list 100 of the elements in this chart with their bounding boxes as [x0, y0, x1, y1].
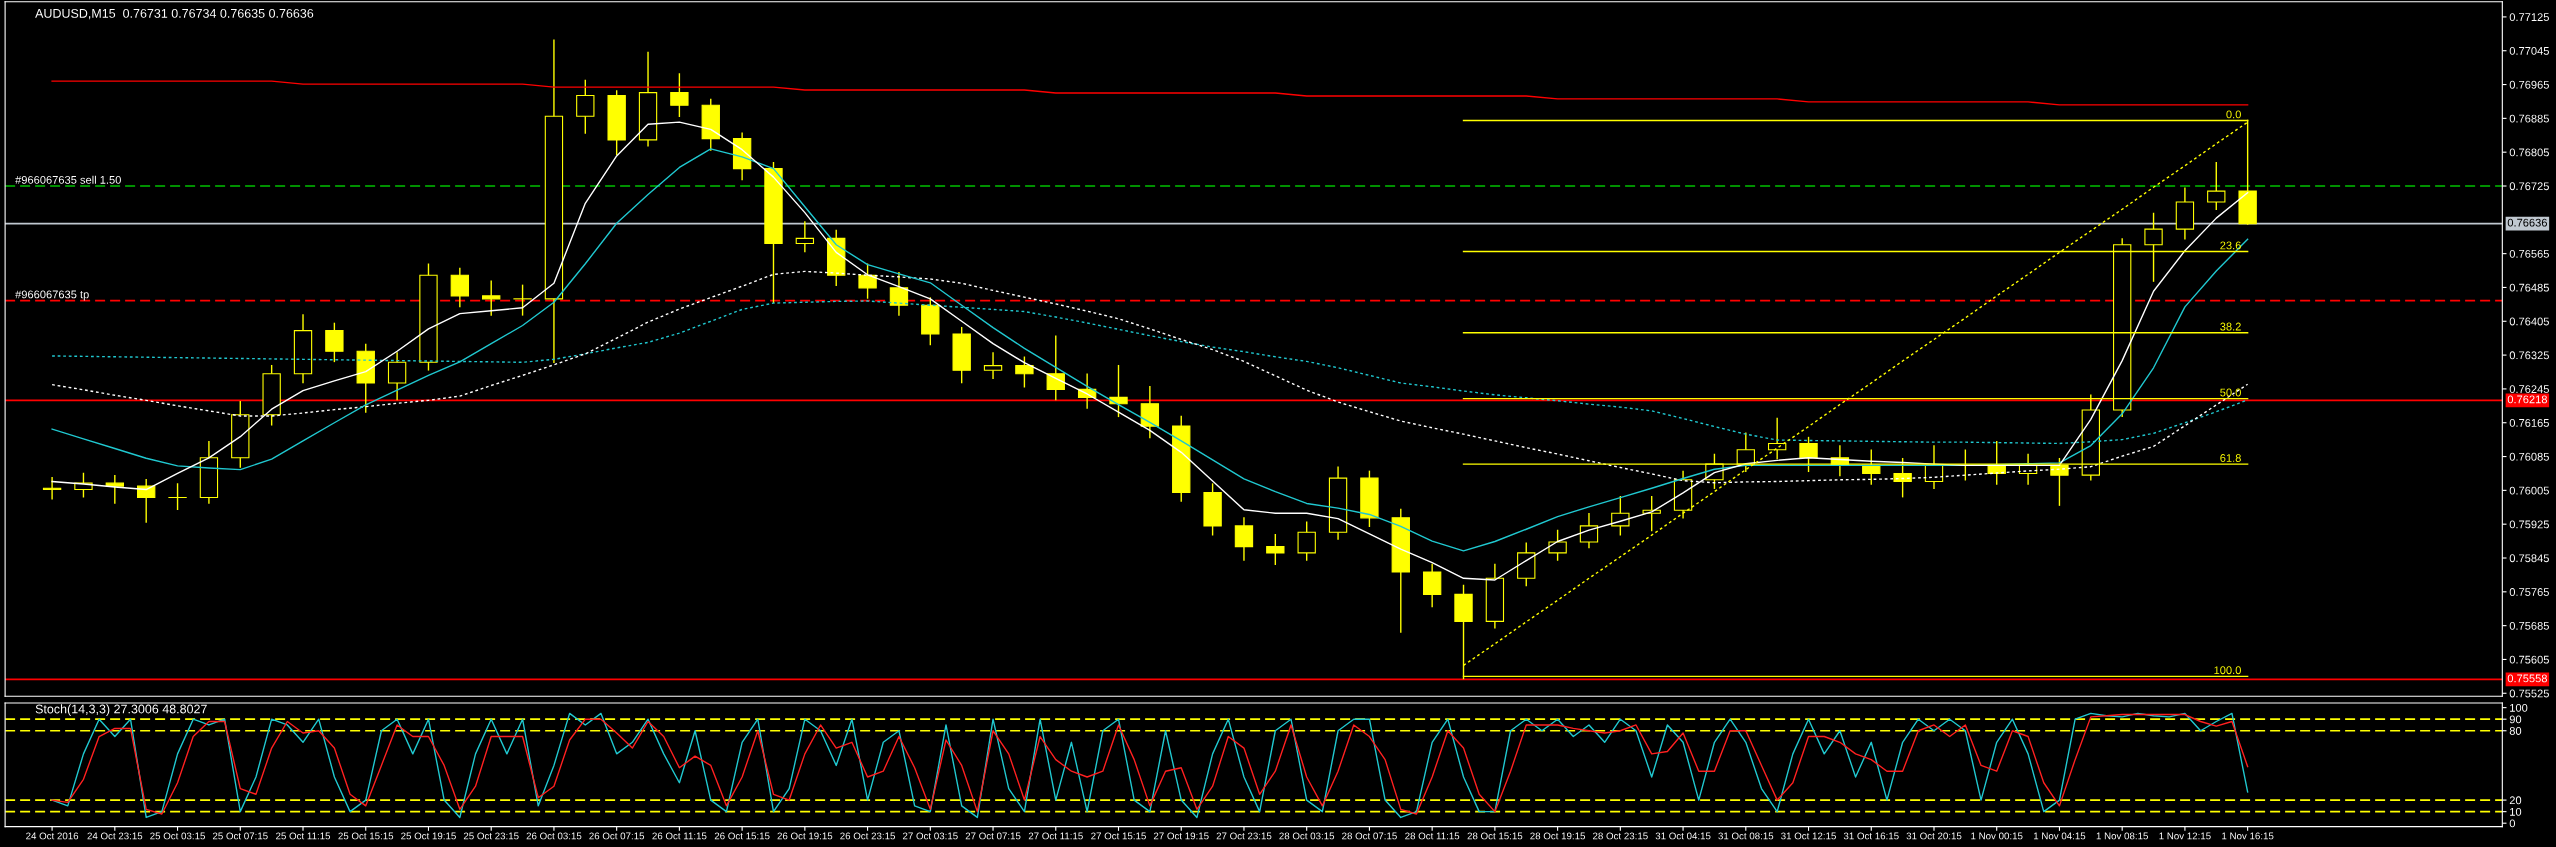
x-tick-label: 28 Oct 19:15	[1530, 832, 1586, 840]
y-tick-label: 0.76485	[2509, 283, 2549, 292]
x-tick-label: 27 Oct 11:15	[1028, 832, 1083, 840]
candlestick	[325, 322, 344, 363]
y-tick-label: 0	[2509, 819, 2516, 828]
candlestick	[858, 263, 877, 299]
x-tick-label: 1 Nov 00:15	[1971, 832, 2023, 840]
x-tick-label: 27 Oct 07:15	[965, 832, 1021, 840]
x-tick-label: 31 Oct 20:15	[1906, 832, 1962, 840]
x-tick-label: 26 Oct 15:15	[714, 832, 770, 840]
x-tick-label: 25 Oct 07:15	[212, 832, 268, 840]
x-tick-label: 1 Nov 04:15	[2033, 832, 2086, 840]
chart-title: Stoch(14,3,3) 27.3006 48.8027	[35, 704, 207, 716]
ref-line-label: #966067635 sell 1.50	[15, 175, 121, 184]
candlestick	[795, 221, 815, 253]
x-tick-label: 25 Oct 23:15	[463, 832, 519, 840]
candlestick	[1015, 356, 1034, 388]
candlestick	[168, 483, 187, 511]
candlestick	[983, 352, 1003, 380]
x-tick-label: 27 Oct 03:15	[902, 832, 958, 840]
series-label: 23.6	[2220, 241, 2241, 250]
ref-line-label: 0.76636	[2507, 218, 2547, 227]
y-tick-label: 0.76965	[2509, 80, 2549, 89]
y-tick-label: 100	[2510, 703, 2528, 712]
x-tick-label: 1 Nov 16:15	[2222, 832, 2274, 840]
ref-line-label: 0.76218	[2507, 395, 2547, 404]
candlestick	[889, 271, 909, 316]
y-tick-label: 90	[2509, 715, 2522, 724]
chart-title: AUDUSD,M15 0.76731 0.76734 0.76635 0.76636	[35, 8, 314, 20]
y-tick-label: 0.75685	[2509, 621, 2549, 630]
series-label: 100.0	[2214, 666, 2241, 675]
x-tick-label: 28 Oct 03:15	[1279, 832, 1335, 840]
y-tick-label: 0.76245	[2509, 385, 2549, 394]
x-tick-label: 28 Oct 11:15	[1405, 832, 1460, 840]
x-tick-label: 28 Oct 07:15	[1342, 832, 1397, 840]
y-tick-label: 0.76725	[2509, 182, 2549, 191]
ref-line-label: #966067635 tp	[15, 290, 89, 301]
x-tick-label: 25 Oct 19:15	[401, 832, 456, 840]
x-tick-label: 26 Oct 19:15	[777, 832, 833, 840]
x-tick-label: 24 Oct 2016	[26, 832, 79, 840]
candlestick	[576, 79, 595, 134]
y-tick-label: 0.76405	[2509, 317, 2549, 326]
y-tick-label: 0.76325	[2509, 351, 2549, 360]
candlestick	[1422, 563, 1442, 608]
candlestick	[1297, 521, 1316, 561]
candlestick	[670, 73, 689, 117]
candlestick	[482, 280, 501, 316]
candlestick	[1579, 512, 1599, 549]
x-tick-label: 1 Nov 12:15	[2159, 832, 2211, 840]
y-tick-label: 10	[2510, 807, 2522, 816]
ref-line-label: 0.75558	[2507, 674, 2547, 683]
x-tick-label: 26 Oct 11:15	[652, 832, 707, 840]
line-series	[51, 80, 2249, 106]
series-label: 61.8	[2220, 454, 2241, 462]
y-tick-label: 0.76165	[2509, 419, 2549, 427]
x-tick-label: 26 Oct 03:15	[526, 832, 582, 840]
y-tick-label: 0.75525	[2509, 689, 2549, 698]
x-tick-label: 27 Oct 15:15	[1091, 832, 1146, 840]
y-tick-label: 0.75765	[2509, 588, 2549, 596]
y-tick-label: 0.77045	[2509, 47, 2549, 55]
x-tick-label: 25 Oct 03:15	[150, 832, 205, 840]
y-tick-label: 0.75605	[2509, 655, 2549, 664]
y-tick-label: 0.76565	[2509, 249, 2549, 258]
x-tick-label: 26 Oct 07:15	[589, 832, 645, 840]
series-label: 0.0	[2226, 110, 2241, 119]
candlestick	[1234, 517, 1254, 561]
x-tick-label: 1 Nov 08:15	[2096, 832, 2148, 840]
candlestick	[137, 479, 156, 523]
x-tick-label: 28 Oct 15:15	[1467, 832, 1523, 840]
candlestick	[2207, 162, 2226, 210]
x-tick-label: 26 Oct 23:15	[840, 832, 896, 840]
x-tick-label: 31 Oct 08:15	[1718, 832, 1774, 840]
y-tick-label: 80	[2509, 727, 2522, 735]
x-tick-label: 25 Oct 11:15	[276, 832, 331, 840]
x-tick-label: 27 Oct 19:15	[1153, 832, 1209, 840]
y-tick-label: 20	[2509, 796, 2522, 805]
y-tick-label: 0.76005	[2509, 486, 2549, 495]
y-tick-label: 0.76805	[2509, 148, 2549, 157]
y-tick-label: 0.75845	[2509, 554, 2549, 563]
x-tick-label: 25 Oct 15:15	[338, 832, 394, 840]
x-tick-label: 28 Oct 23:15	[1593, 832, 1648, 840]
x-tick-label: 31 Oct 16:15	[1843, 832, 1899, 840]
candlestick	[387, 352, 407, 401]
x-tick-label: 31 Oct 04:15	[1655, 832, 1711, 840]
y-tick-label: 0.76885	[2509, 114, 2549, 123]
candlestick	[1548, 529, 1567, 561]
y-tick-label: 0.77125	[2509, 13, 2549, 22]
series-label: 38.2	[2220, 322, 2241, 331]
candlestick	[1140, 386, 1160, 439]
x-tick-label: 24 Oct 23:15	[87, 832, 143, 840]
candlestick	[1611, 496, 1630, 536]
candlestick	[1046, 335, 1065, 401]
x-tick-label: 27 Oct 23:15	[1216, 832, 1272, 840]
candlestick	[513, 284, 532, 316]
y-tick-label: 0.76085	[2509, 452, 2549, 461]
x-tick-label: 31 Oct 12:15	[1781, 832, 1836, 840]
y-tick-label: 0.75925	[2509, 520, 2549, 529]
candlestick	[1266, 534, 1285, 566]
series-label: 50.0	[2220, 388, 2241, 397]
candlestick	[450, 267, 470, 308]
